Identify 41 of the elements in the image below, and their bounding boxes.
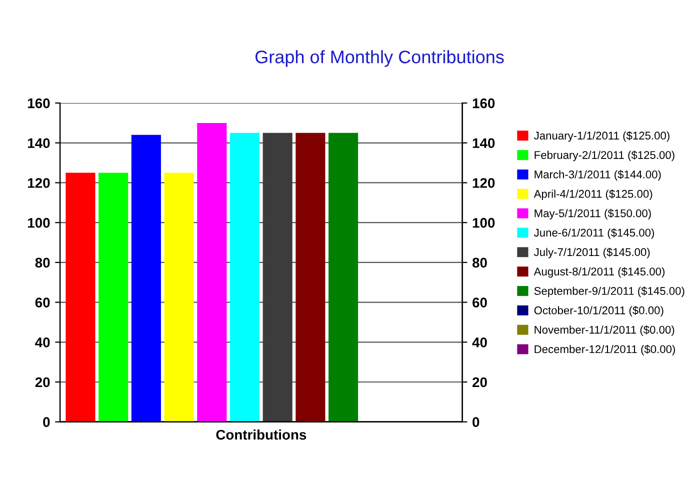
bar bbox=[197, 122, 227, 422]
bar bbox=[262, 132, 292, 422]
bar bbox=[164, 172, 194, 422]
bar bbox=[98, 172, 128, 422]
y2-tick-label: 80 bbox=[472, 258, 487, 268]
y2-tick-label: 140 bbox=[472, 138, 495, 148]
y-tick-label: 20 bbox=[35, 377, 50, 388]
y2-tick-label: 40 bbox=[472, 337, 487, 348]
bar bbox=[230, 132, 260, 422]
x-axis-title: Contributions bbox=[216, 429, 306, 440]
y-tick-label: 120 bbox=[28, 178, 50, 188]
legend-label: November-11/1/2011 ($0.00) bbox=[534, 325, 674, 336]
y-tick-label: 80 bbox=[35, 258, 50, 268]
legend-label: January-1/1/2011 ($125.00) bbox=[534, 131, 670, 142]
y-tick-label: 60 bbox=[35, 298, 50, 308]
legend-label: July-7/1/2011 ($145.00) bbox=[534, 248, 650, 258]
y2-tick-label: 160 bbox=[472, 98, 495, 108]
legend-label: August-8/1/2011 ($145.00) bbox=[534, 267, 664, 278]
legend-label: October-10/1/2011 ($0.00) bbox=[534, 306, 664, 316]
bar bbox=[296, 132, 326, 422]
legend-label: March-3/1/2011 ($144.00) bbox=[534, 170, 661, 181]
y2-tick-label: 60 bbox=[472, 298, 487, 308]
y-tick-label: 0 bbox=[43, 417, 50, 428]
legend-label: September-9/1/2011 ($145.00) bbox=[534, 286, 684, 298]
legend-label: February-2/1/2011 ($125.00) bbox=[534, 150, 674, 162]
legend-label: May-5/1/2011 ($150.00) bbox=[534, 208, 651, 220]
y-tick-label: 40 bbox=[35, 337, 50, 348]
legend-label: April-4/1/2011 ($125.00) bbox=[534, 189, 652, 200]
bar bbox=[66, 172, 96, 422]
bar bbox=[131, 134, 161, 422]
y-tick-label: 140 bbox=[28, 138, 50, 148]
legend-label: June-6/1/2011 ($145.00) bbox=[534, 228, 654, 239]
y-tick-label: 160 bbox=[28, 98, 50, 108]
y2-tick-label: 120 bbox=[472, 178, 495, 188]
y-tick-label: 100 bbox=[28, 218, 50, 228]
y2-tick-label: 100 bbox=[472, 218, 495, 228]
y2-tick-label: 0 bbox=[472, 417, 480, 428]
y2-tick-label: 20 bbox=[472, 377, 487, 388]
bar bbox=[328, 132, 358, 422]
chart-title: Graph of Monthly Contributions bbox=[255, 50, 504, 67]
legend-label: December-12/1/2011 ($0.00) bbox=[534, 344, 675, 356]
